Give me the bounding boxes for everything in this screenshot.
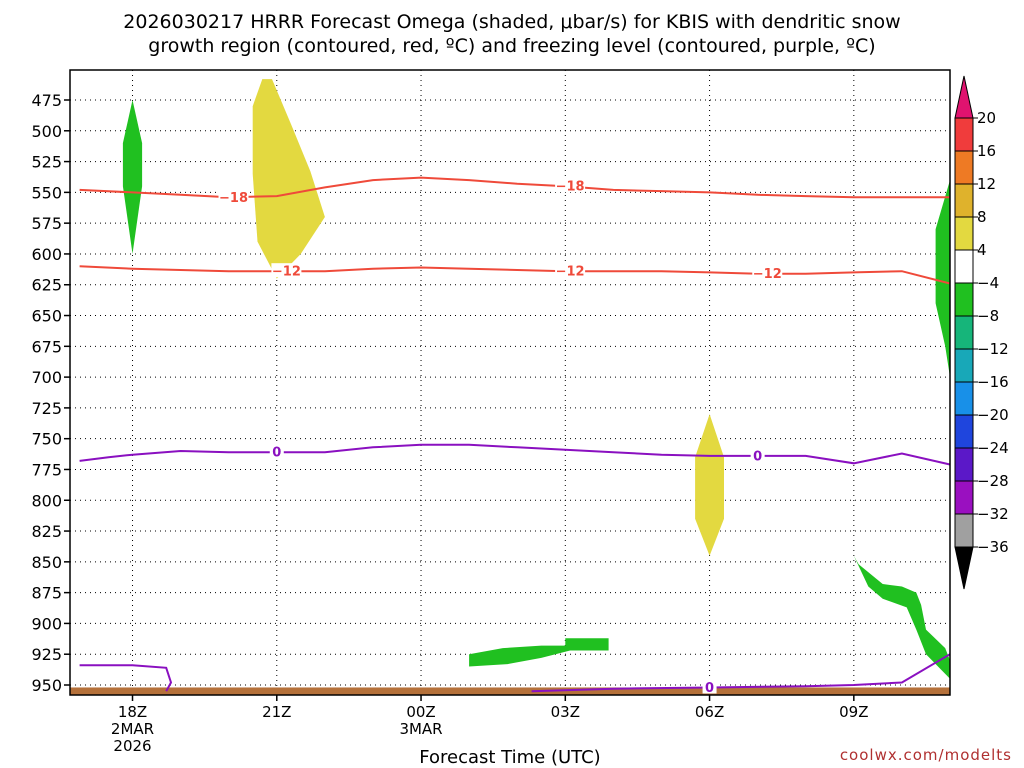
- y-tick-label: 775: [31, 460, 62, 479]
- colorbar-label: −32: [977, 505, 1009, 523]
- colorbar-segment: [954, 447, 974, 482]
- y-tick-label: 625: [31, 276, 62, 295]
- contour-label: −12: [753, 267, 782, 282]
- colorbar-label: 4: [977, 241, 987, 259]
- y-tick-label: 575: [31, 214, 62, 233]
- freezing-level-mid-contour: [79, 443, 951, 466]
- x-axis-title: Forecast Time (UTC): [419, 747, 600, 768]
- colorbar-segment: [954, 216, 974, 251]
- y-tick-label: 800: [31, 491, 62, 510]
- contour-label-bg: [750, 447, 765, 462]
- colorbar-label: −12: [977, 340, 1009, 358]
- colorbar-label: −4: [977, 274, 999, 292]
- omega-shading: [122, 79, 950, 679]
- colorbar-label: −16: [977, 373, 1009, 391]
- plot-frame: [69, 69, 951, 696]
- freezing-level-low-contour: [79, 664, 173, 692]
- x-tick-label: 09Z: [839, 703, 868, 721]
- credit-link[interactable]: coolwx.com/modelts: [840, 746, 1012, 764]
- colorbar-segment: [954, 183, 974, 218]
- x-tick-label: 2026: [113, 737, 151, 755]
- contour-label-bg: [269, 444, 284, 459]
- contour-label-bg: [555, 263, 586, 278]
- y-axis-ticks: 475 500 525 550 575 600 625 650 675 700 725 750 775 8…: [31, 91, 70, 695]
- contour-label-bg: [555, 178, 586, 193]
- contour-label: 0: [753, 449, 762, 464]
- x-tick-label: 00Z: [406, 703, 435, 721]
- colorbar-segment: [954, 282, 974, 317]
- colorbar-segment: [954, 513, 974, 548]
- contour-label: −18: [556, 180, 585, 195]
- y-tick-label: 700: [31, 368, 62, 387]
- colorbar-segment: [954, 381, 974, 416]
- contour-label: −12: [272, 265, 301, 280]
- x-tick-label: 2MAR: [111, 720, 154, 738]
- colorbar-segment: [954, 480, 974, 515]
- freezing-level-sfc-contour: [531, 653, 951, 693]
- contour-label-bg: [752, 265, 783, 280]
- contour-label-bg: [218, 189, 249, 204]
- y-tick-label: 600: [31, 245, 62, 264]
- dgz-minus12-contour: [79, 265, 951, 285]
- contour-label: −12: [556, 265, 585, 280]
- y-tick-label: 750: [31, 430, 62, 449]
- omega-plus4-a-region: [252, 79, 325, 279]
- y-tick-label: 525: [31, 153, 62, 172]
- omega-minus4-a-region: [122, 100, 143, 254]
- colorbar: 20 16 12 8 4 −4 −8 −12 −16 −20 −24 −28 −32 −36: [954, 75, 1009, 590]
- colorbar-bottom-arrow: [954, 546, 974, 590]
- colorbar-label: 12: [977, 175, 996, 193]
- y-tick-label: 725: [31, 399, 62, 418]
- colorbar-segment: [954, 249, 974, 284]
- colorbar-label: 20: [977, 109, 996, 127]
- colorbar-segment: [954, 348, 974, 383]
- contour-label: −18: [219, 191, 248, 206]
- x-tick-label: 06Z: [695, 703, 724, 721]
- colorbar-label: −8: [977, 307, 999, 325]
- y-tick-label: 950: [31, 676, 62, 695]
- y-tick-label: 850: [31, 553, 62, 572]
- x-tick-label: 3MAR: [399, 720, 442, 738]
- omega-plus4-b-region: [695, 414, 724, 556]
- contour-label-bg: [271, 263, 302, 278]
- chart-title-line2: growth region (contoured, red, ºC) and f…: [148, 35, 875, 57]
- ground-layer: [70, 687, 950, 695]
- colorbar-segment: [954, 315, 974, 350]
- contour-labels: −18 −18 −12 −12 −12 0 0 0: [218, 178, 783, 696]
- omega-minus4-b-region: [935, 180, 950, 378]
- y-tick-label: 550: [31, 183, 62, 202]
- contour-label: 0: [272, 446, 281, 461]
- colorbar-segment: [954, 117, 974, 152]
- omega-minus4-d-region: [469, 638, 609, 667]
- y-tick-label: 650: [31, 307, 62, 326]
- x-tick-label: 21Z: [262, 703, 291, 721]
- colorbar-label: −20: [977, 406, 1009, 424]
- colorbar-label: −24: [977, 439, 1009, 457]
- contour-label-bg: [702, 679, 717, 694]
- omega-minus4-c-region: [853, 555, 950, 679]
- y-tick-label: 900: [31, 614, 62, 633]
- colorbar-label: 16: [977, 142, 996, 160]
- y-tick-label: 500: [31, 122, 62, 141]
- colorbar-label: −28: [977, 472, 1009, 490]
- ground-fill: [70, 687, 950, 695]
- x-tick-label: 03Z: [551, 703, 580, 721]
- x-tick-label: 18Z: [118, 703, 147, 721]
- colorbar-label: −36: [977, 538, 1009, 556]
- chart-title-line1: 2026030217 HRRR Forecast Omega (shaded, …: [123, 11, 900, 33]
- y-tick-label: 675: [31, 337, 62, 356]
- y-tick-label: 875: [31, 584, 62, 603]
- colorbar-segment: [954, 414, 974, 449]
- y-tick-label: 925: [31, 645, 62, 664]
- colorbar-label: 8: [977, 208, 987, 226]
- y-tick-label: 825: [31, 522, 62, 541]
- colorbar-top-arrow: [954, 75, 974, 119]
- colorbar-segment: [954, 150, 974, 185]
- y-tick-label: 475: [31, 91, 62, 110]
- plot-area: [70, 70, 950, 695]
- contour-label: 0: [705, 681, 714, 696]
